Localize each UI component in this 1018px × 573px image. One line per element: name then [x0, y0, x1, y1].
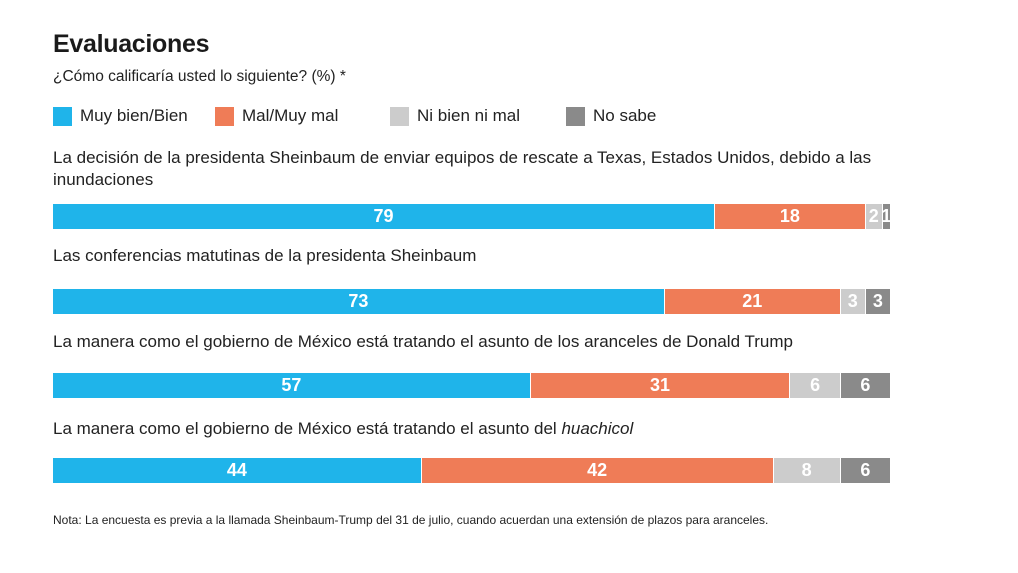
legend-item-no-sabe: No sabe — [566, 106, 656, 126]
legend-swatch-ni-bien — [390, 106, 409, 126]
bar-segment-muy-bien: 44 — [53, 458, 422, 483]
bar-segment-mal: 42 — [421, 458, 774, 483]
legend-label-no-sabe: No sabe — [593, 106, 657, 125]
data-label: 79 — [373, 206, 394, 226]
data-label: 57 — [281, 375, 302, 395]
data-label: 6 — [860, 375, 871, 395]
footnote: Nota: La encuesta es previa a la llamada… — [53, 513, 769, 527]
question-label-3: La manera como el gobierno de México est… — [53, 332, 793, 351]
bar-segment-no-sabe: 1 — [881, 204, 892, 229]
bar-segment-muy-bien: 79 — [53, 204, 716, 229]
stacked-bar-3: 57 31 6 6 — [53, 373, 891, 398]
data-label: 3 — [847, 291, 858, 311]
data-label: 6 — [860, 460, 871, 480]
data-label: 3 — [872, 291, 883, 311]
legend-label-ni-bien: Ni bien ni mal — [417, 106, 520, 125]
question-label-1: La decisión de la presidenta Sheinbaum d… — [53, 148, 872, 189]
bar-segment-ni-bien: 3 — [840, 289, 866, 314]
legend: Muy bien/Bien Mal/Muy mal Ni bien ni mal… — [53, 106, 753, 126]
bar-segment-muy-bien: 57 — [53, 373, 531, 398]
bar-segment-no-sabe: 3 — [865, 289, 891, 314]
bar-segment-no-sabe: 6 — [840, 373, 891, 398]
stacked-bar-1: 79 18 2 1 — [53, 204, 891, 229]
legend-label-muy-bien: Muy bien/Bien — [80, 106, 188, 125]
data-label: 6 — [810, 375, 821, 395]
legend-swatch-muy-bien — [53, 106, 72, 126]
bar-segment-ni-bien: 8 — [773, 458, 841, 483]
legend-swatch-mal — [215, 106, 234, 126]
data-label: 2 — [868, 206, 879, 226]
stacked-bar-2: 73 21 3 3 — [53, 289, 891, 314]
data-label: 21 — [742, 291, 763, 311]
legend-item-mal: Mal/Muy mal — [215, 106, 338, 126]
legend-item-muy-bien: Muy bien/Bien — [53, 106, 188, 126]
data-label: 8 — [801, 460, 812, 480]
bar-segment-no-sabe: 6 — [840, 458, 891, 483]
question-label-4: La manera como el gobierno de México est… — [53, 419, 634, 438]
data-label: 42 — [587, 460, 608, 480]
bar-segment-mal: 21 — [664, 289, 841, 314]
bar-segment-mal: 18 — [715, 204, 866, 229]
legend-item-ni-bien: Ni bien ni mal — [390, 106, 520, 126]
bar-segment-muy-bien: 73 — [53, 289, 665, 314]
bar-segment-ni-bien: 2 — [865, 204, 883, 229]
bar-segment-mal: 31 — [530, 373, 791, 398]
stacked-bar-4: 44 42 8 6 — [53, 458, 891, 483]
chart-subtitle: ¿Cómo calificaría usted lo siguiente? (%… — [53, 68, 346, 85]
bar-segment-ni-bien: 6 — [790, 373, 841, 398]
data-label: 73 — [348, 291, 369, 311]
data-label: 31 — [650, 375, 671, 395]
chart-title: Evaluaciones — [53, 30, 210, 58]
data-label: 18 — [779, 206, 800, 226]
data-label: 1 — [881, 206, 892, 226]
legend-label-mal: Mal/Muy mal — [242, 106, 339, 125]
legend-swatch-no-sabe — [566, 106, 585, 126]
question-label-2: Las conferencias matutinas de la preside… — [53, 246, 477, 265]
data-label: 44 — [226, 460, 247, 480]
